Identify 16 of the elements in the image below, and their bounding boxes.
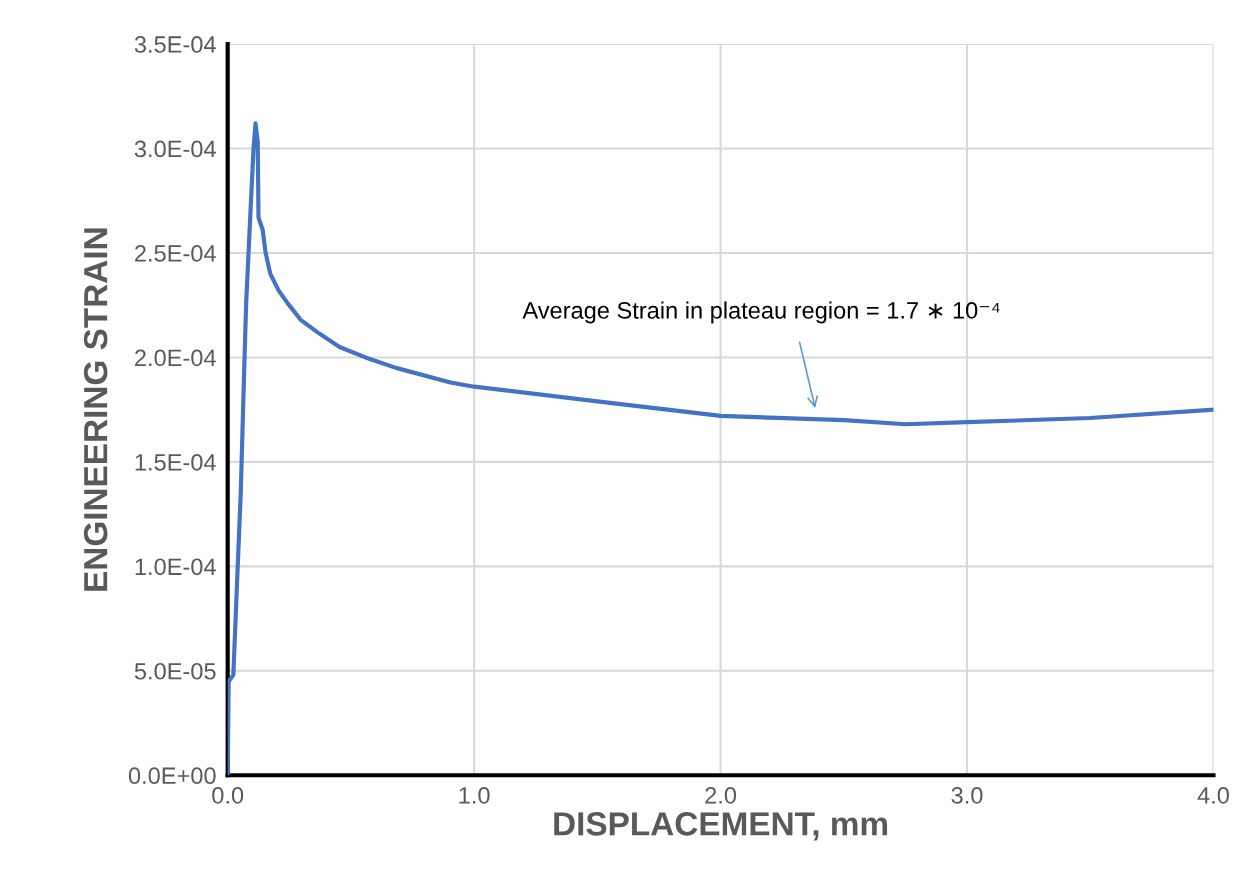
y-tick-label: 5.0E-05 <box>134 662 216 680</box>
y-tick-label: 2.0E-04 <box>135 349 216 367</box>
x-tick-label: 2.0 <box>705 787 737 804</box>
x-axis-title: DISPLACEMENT, mm <box>554 812 888 841</box>
x-tick-label: 4.0 <box>1197 787 1229 804</box>
y-tick-label: 1.0E-04 <box>135 558 216 576</box>
x-tick-label: 3.0 <box>951 787 983 804</box>
y-axis-title: ENGINEERING STRAIN <box>83 228 108 591</box>
x-tick-label: 1.0 <box>459 787 490 804</box>
y-tick-label: 0.0E+00 <box>128 767 216 785</box>
y-tick-label: 3.5E-04 <box>134 36 216 53</box>
annotation: Average Strain in plateau region = 1.7 ∗ 10⁻⁴ <box>522 301 1000 324</box>
y-tick-label: 3.0E-04 <box>134 140 216 158</box>
y-tick-label: 1.5E-04 <box>135 453 216 471</box>
y-tick-label: 2.5E-04 <box>135 245 216 262</box>
x-tick-label: 0.0 <box>212 787 244 804</box>
